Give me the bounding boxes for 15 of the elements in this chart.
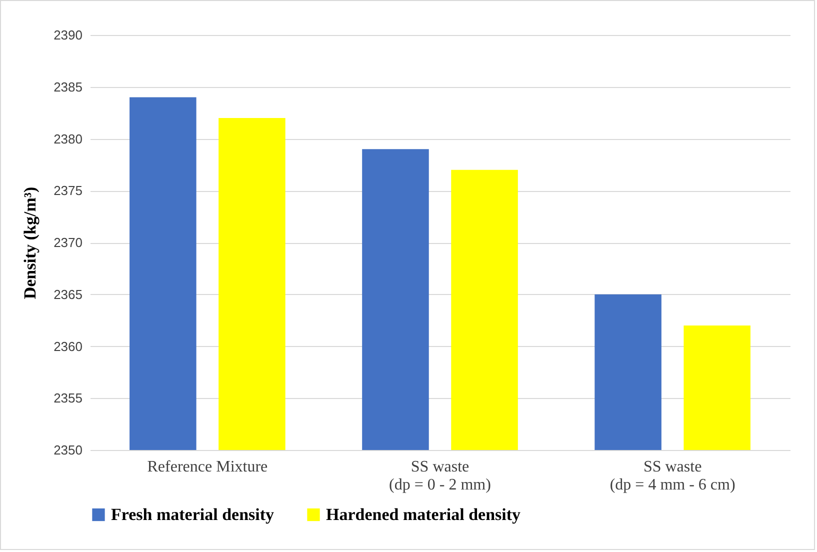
y-tick-label: 2375 [54, 183, 82, 198]
y-tick-label: 2385 [54, 79, 82, 94]
y-tick-label: 2350 [54, 442, 82, 458]
y-tick-label: 2365 [54, 286, 82, 302]
legend-label: Fresh material density [111, 504, 275, 524]
x-tick-label: SS waste (dp = 0 - 2 mm) [389, 458, 491, 494]
y-tick-label: 2380 [54, 131, 82, 146]
y-axis-title: Density (kg/m³) [20, 186, 40, 300]
y-tick-label: 2355 [54, 390, 82, 406]
y-tick-label: 2390 [54, 28, 82, 42]
y-tick-label: 2370 [54, 235, 82, 250]
y-tick-label: 2360 [54, 338, 82, 354]
x-tick-label: SS waste (dp = 4 mm - 6 cm) [610, 458, 736, 494]
legend-label: Hardened material density [326, 504, 522, 524]
x-tick-label: Reference Mixture [147, 458, 268, 476]
